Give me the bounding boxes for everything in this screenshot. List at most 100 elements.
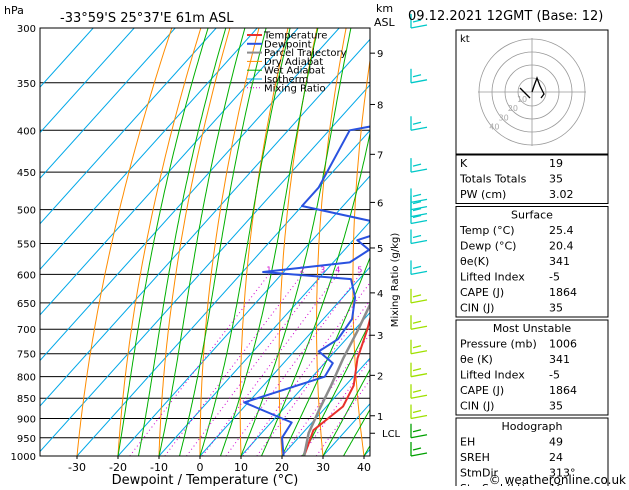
wind-barb	[410, 229, 428, 245]
hodograph-storm-motion	[519, 87, 531, 99]
dry-adiabat-line	[76, 28, 173, 456]
mixing-ratio-label: 2	[300, 265, 305, 274]
dry-adiabat-line	[158, 28, 231, 456]
wind-barb	[410, 260, 428, 276]
wind-barb	[410, 158, 428, 173]
wet-adiabat-line	[179, 28, 267, 456]
table-section-title: Hodograph	[502, 420, 563, 433]
table-row-label: Dewp (°C)	[460, 240, 516, 253]
hpa-label: hPa	[4, 4, 24, 17]
km-label: km	[376, 2, 393, 15]
table-section-title: Surface	[511, 209, 553, 222]
wind-barb	[410, 288, 428, 304]
footer-copyright: © weatheronline.co.uk	[489, 473, 626, 486]
mixing-ratio-line	[256, 299, 370, 456]
wind-barb	[410, 423, 428, 439]
isotherm-line	[40, 28, 94, 88]
x-tick-label: 30	[316, 461, 330, 474]
wind-barb	[410, 116, 428, 131]
table-row-label: EH	[460, 436, 475, 449]
wind-barb	[410, 384, 428, 399]
wet-adiabat-line	[261, 131, 370, 456]
x-tick-label: -10	[150, 461, 168, 474]
wet-adiabat-line	[240, 28, 352, 456]
table-row-value: -5	[549, 271, 560, 284]
isotherm-line	[40, 28, 299, 316]
table-row-label: CAPE (J)	[460, 384, 504, 397]
wet-adiabat-line	[281, 256, 370, 456]
pressure-tick-label: 700	[17, 325, 36, 336]
table-row-value: -5	[549, 369, 560, 382]
wind-barb	[410, 315, 428, 330]
pressure-tick-label: 500	[17, 206, 36, 217]
table-row-label: CIN (J)	[460, 400, 494, 413]
table-row-value: 1006	[549, 338, 577, 351]
wind-barb	[410, 362, 428, 378]
km-tick-label: 6	[377, 198, 383, 209]
table-row-value: 35	[549, 400, 563, 413]
table-row-label: SREH	[460, 451, 490, 464]
asl-label: ASL	[374, 16, 396, 29]
km-tick-label: 9	[377, 49, 383, 60]
table-row-label: K	[460, 157, 468, 170]
mixing-ratio-label: 5	[357, 265, 362, 274]
wet-adiabat-line	[220, 28, 319, 456]
isotherm-line	[199, 266, 370, 456]
pressure-tick-label: 850	[17, 394, 36, 405]
table-row-label: θe (K)	[460, 353, 493, 366]
isotherm-line	[240, 311, 370, 456]
isotherm-line	[40, 28, 217, 225]
legend-entry: Parcel Trajectory	[264, 48, 347, 59]
km-tick-label: 5	[377, 244, 383, 255]
mixing-ratio-line	[315, 378, 370, 456]
legend-entry: Mixing Ratio	[264, 83, 326, 94]
dry-adiabat-line	[117, 28, 202, 456]
table-row-label: Temp (°C)	[459, 224, 515, 237]
wind-barb	[410, 442, 428, 457]
hodograph-kt-label: kt	[460, 34, 470, 45]
legend-entry: Temperature	[263, 31, 327, 42]
isotherm-line	[76, 129, 370, 456]
pressure-tick-label: 900	[17, 415, 36, 426]
table-row-value: 3.02	[549, 188, 574, 201]
isotherm-line	[40, 28, 258, 271]
table-row-label: PW (cm)	[460, 188, 506, 201]
wind-barb	[410, 14, 428, 29]
series-dewpoint	[243, 125, 370, 456]
legend-entry: Wet Adiabat	[264, 66, 325, 77]
km-tick-label: 4	[377, 289, 383, 300]
km-tick-label: 1	[377, 412, 383, 423]
table-row-value: 35	[549, 302, 563, 315]
hodograph-ring-label: 40	[489, 123, 499, 132]
x-tick-label: -30	[68, 461, 86, 474]
wet-adiabat-line	[158, 28, 246, 456]
hodograph-trace	[531, 76, 545, 99]
x-axis-label: Dewpoint / Temperature (°C)	[112, 473, 299, 486]
dry-adiabat-line	[278, 28, 318, 456]
pressure-tick-label: 800	[17, 373, 36, 384]
isotherm-line	[40, 38, 370, 407]
hodograph-ring-label: 30	[499, 113, 509, 122]
wind-barbs	[410, 14, 428, 457]
legend-entry: Dewpoint	[264, 39, 312, 50]
isotherm-line	[117, 175, 370, 456]
dry-adiabat-line	[239, 28, 289, 456]
x-tick-label: 20	[275, 461, 289, 474]
table-row-value: 25.4	[549, 224, 574, 237]
mixing-ratio-line	[164, 274, 303, 456]
wind-barb	[410, 188, 428, 204]
dry-adiabat-line	[199, 28, 260, 456]
km-tick-label: 2	[377, 371, 383, 382]
series-temperature	[303, 315, 370, 456]
lcl-label: LCL	[382, 429, 401, 440]
pressure-tick-label: 550	[17, 239, 36, 250]
legend-entry: Isotherm	[264, 75, 308, 86]
wind-barb	[410, 404, 428, 420]
datetime-title: 09.12.2021 12GMT (Base: 12)	[408, 9, 603, 24]
table-row-label: CIN (J)	[460, 302, 494, 315]
mixing-ratio-label: 25	[440, 265, 450, 274]
